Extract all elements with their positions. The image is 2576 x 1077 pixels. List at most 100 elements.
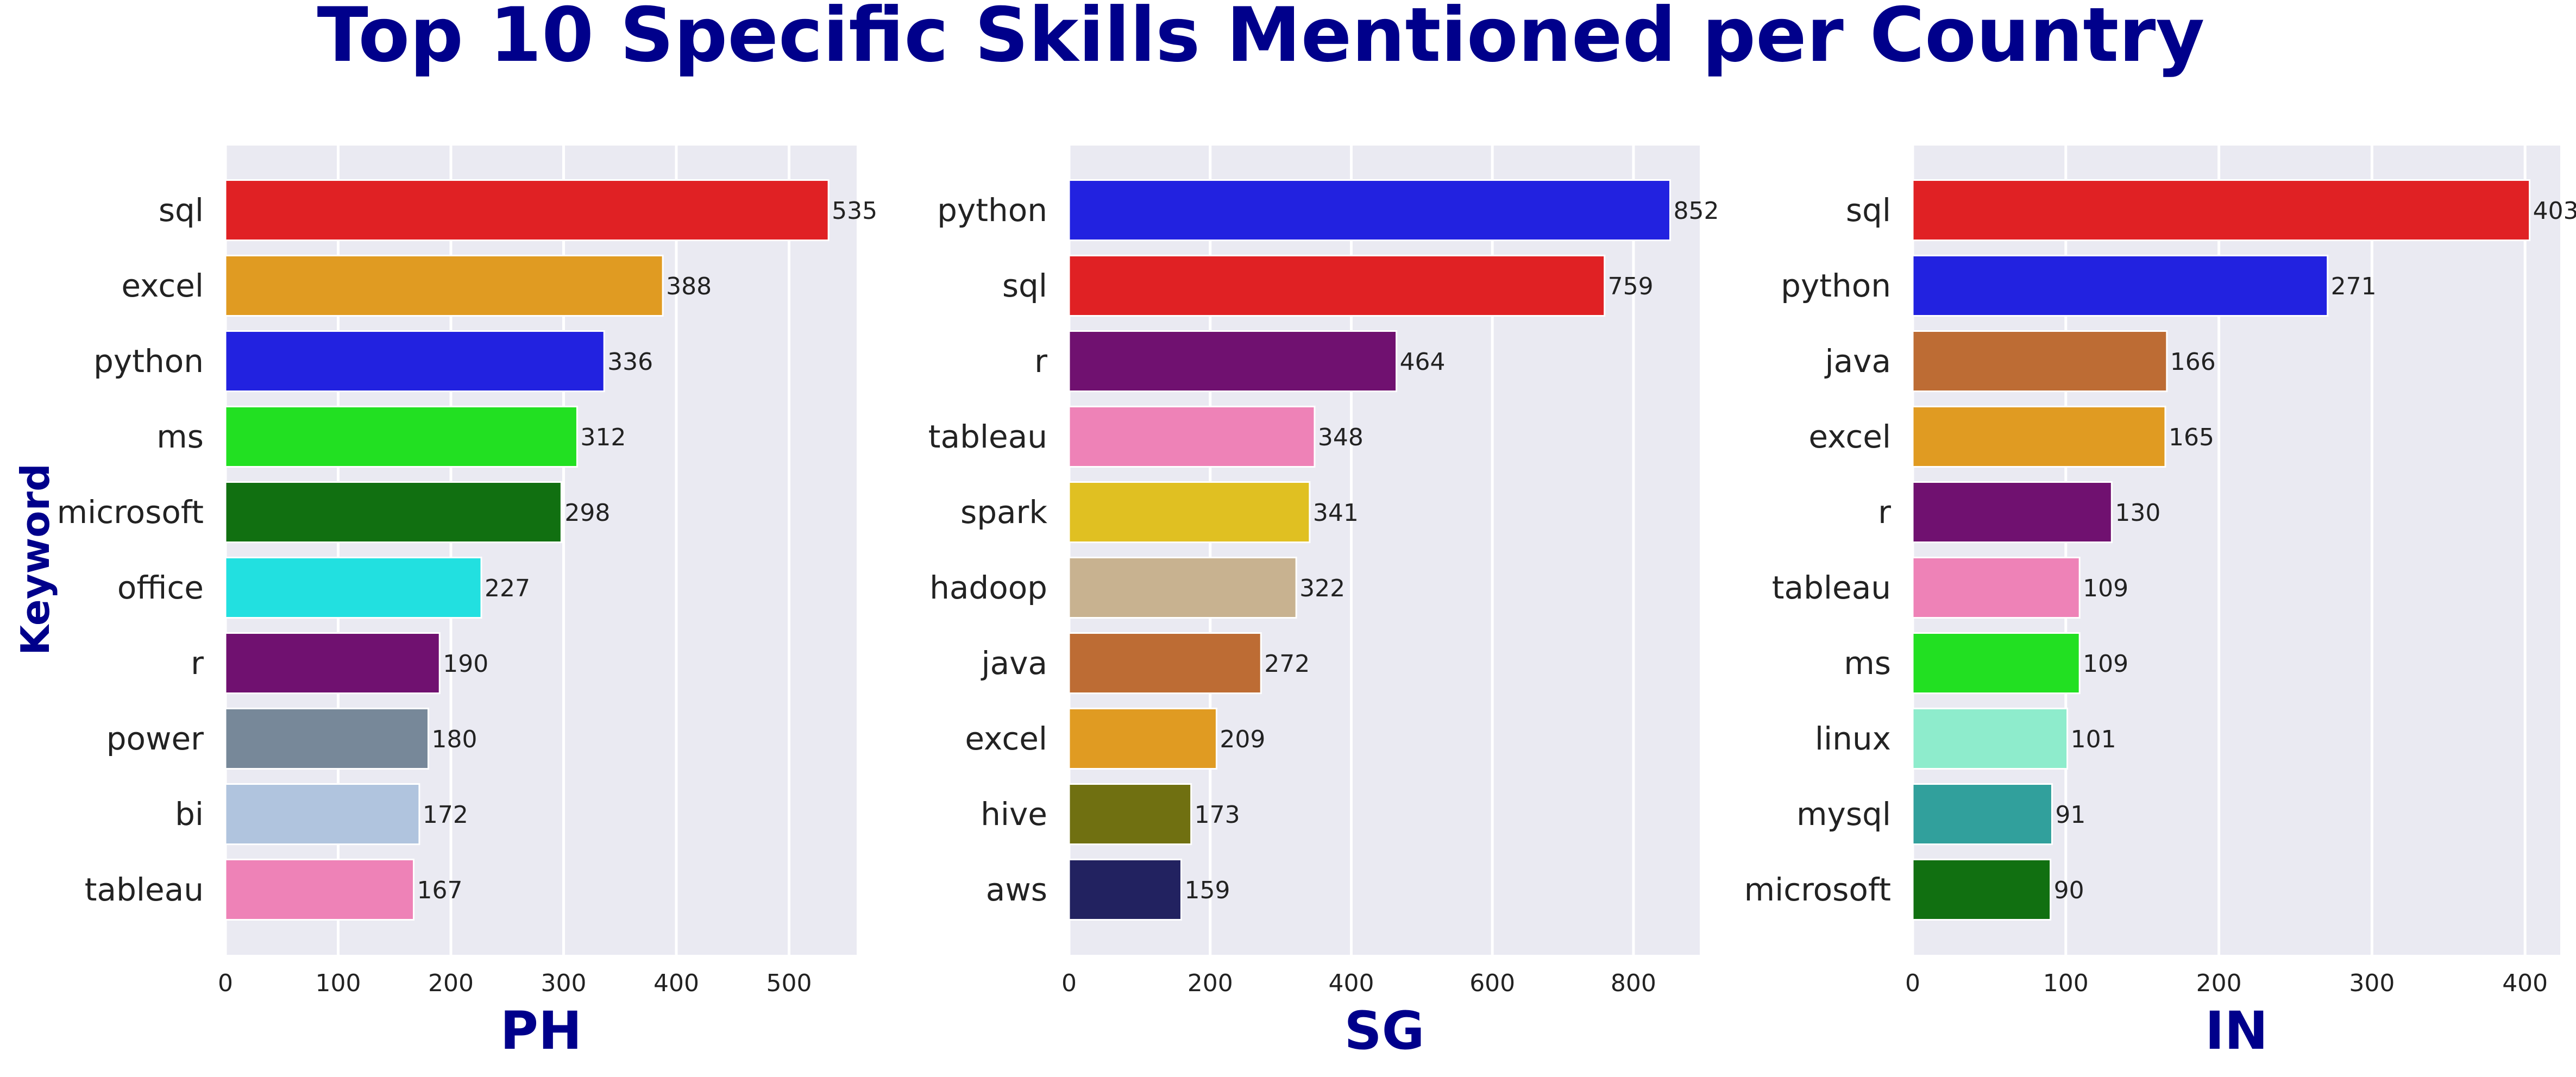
x-tick-label: 0	[1905, 969, 1920, 997]
bar	[1912, 708, 2069, 770]
bar	[1068, 557, 1297, 619]
category-label: ms	[156, 418, 204, 455]
category-label: tableau	[928, 418, 1047, 455]
value-label: 109	[2083, 575, 2128, 602]
bar	[224, 859, 415, 921]
category-label: tableau	[1772, 569, 1891, 606]
bar	[1912, 406, 2166, 468]
value-label: 109	[2083, 650, 2128, 678]
category-label: tableau	[85, 871, 204, 908]
value-label: 336	[607, 348, 653, 376]
x-tick-label: 400	[2502, 969, 2548, 997]
x-tick-label: 200	[1188, 969, 1233, 997]
x-tick-label: 400	[1328, 969, 1374, 997]
value-label: 312	[580, 424, 626, 451]
bar	[1912, 859, 2052, 921]
x-axis-label: SG	[1344, 1000, 1425, 1061]
bar	[224, 255, 664, 317]
bar	[1068, 481, 1311, 543]
category-label: r	[1878, 494, 1891, 531]
category-label: sql	[1002, 267, 1047, 304]
category-label: excel	[1808, 418, 1891, 455]
value-label: 464	[1400, 348, 1446, 376]
bar	[224, 330, 605, 392]
chart-panel: 0 100 200 300 400 sql 403 python 271 java 166 excel…	[1744, 146, 2576, 1061]
value-label: 173	[1195, 801, 1240, 829]
chart-panel: 0 200 400 600 800 python 852 sql 759 r 464 tableau 3…	[928, 146, 1719, 1061]
bar	[1912, 481, 2113, 543]
x-tick-label: 400	[654, 969, 699, 997]
value-label: 90	[2054, 877, 2084, 904]
value-label: 167	[417, 877, 463, 904]
category-label: sql	[159, 192, 204, 229]
x-tick-label: 300	[2349, 969, 2395, 997]
category-label: excel	[121, 267, 204, 304]
x-axis-label: PH	[500, 1000, 582, 1061]
category-label: python	[1781, 267, 1891, 304]
bar	[1068, 406, 1316, 468]
category-label: ms	[1844, 645, 1891, 682]
category-label: hadoop	[929, 569, 1047, 606]
bar	[1068, 632, 1262, 694]
bar	[224, 557, 482, 619]
x-axis-label: IN	[2205, 1000, 2268, 1061]
value-label: 271	[2331, 273, 2377, 300]
category-label: r	[191, 645, 204, 682]
bar	[1068, 179, 1671, 241]
category-label: hive	[981, 796, 1047, 833]
category-label: python	[93, 343, 204, 380]
value-label: 227	[485, 575, 530, 602]
figure-title: Top 10 Specific Skills Mentioned per Cou…	[317, 0, 2205, 79]
bar	[1912, 783, 2053, 845]
x-tick-label: 600	[1469, 969, 1515, 997]
x-tick-label: 200	[428, 969, 474, 997]
value-label: 759	[1608, 273, 1654, 300]
category-label: microsoft	[1744, 871, 1891, 908]
x-tick-label: 500	[766, 969, 812, 997]
x-tick-label: 100	[2043, 969, 2089, 997]
bar	[224, 179, 830, 241]
category-label: java	[1824, 343, 1891, 380]
bar	[1068, 330, 1398, 392]
x-tick-label: 200	[2196, 969, 2242, 997]
category-label: sql	[1846, 192, 1891, 229]
x-tick-label: 800	[1611, 969, 1656, 997]
category-label: mysql	[1796, 796, 1891, 833]
bar	[224, 406, 578, 468]
value-label: 852	[1673, 197, 1719, 225]
value-label: 91	[2055, 801, 2085, 829]
bar	[1912, 557, 2081, 619]
bar	[1912, 179, 2531, 241]
value-label: 166	[2170, 348, 2216, 376]
value-label: 101	[2071, 726, 2116, 753]
category-label: excel	[965, 720, 1047, 757]
bar	[1068, 783, 1192, 845]
value-label: 272	[1264, 650, 1310, 678]
value-label: 341	[1313, 499, 1359, 527]
value-label: 159	[1184, 877, 1230, 904]
y-axis-label: Keyword	[12, 463, 58, 655]
value-label: 172	[423, 801, 468, 829]
category-label: linux	[1815, 720, 1891, 757]
bar	[1068, 255, 1606, 317]
value-label: 209	[1220, 726, 1265, 753]
value-label: 322	[1299, 575, 1345, 602]
category-label: r	[1034, 343, 1047, 380]
category-label: bi	[175, 796, 204, 833]
x-tick-label: 300	[541, 969, 587, 997]
bar	[224, 783, 420, 845]
category-label: java	[980, 645, 1047, 682]
category-label: aws	[986, 871, 1047, 908]
bar	[1068, 708, 1217, 770]
value-label: 348	[1318, 424, 1364, 451]
value-label: 130	[2115, 499, 2160, 527]
value-label: 388	[666, 273, 712, 300]
category-label: office	[117, 569, 204, 606]
x-tick-label: 0	[1061, 969, 1077, 997]
category-label: spark	[960, 494, 1047, 531]
bar	[1912, 330, 2168, 392]
value-label: 535	[832, 197, 877, 225]
value-label: 180	[432, 726, 477, 753]
bar	[1912, 255, 2329, 317]
